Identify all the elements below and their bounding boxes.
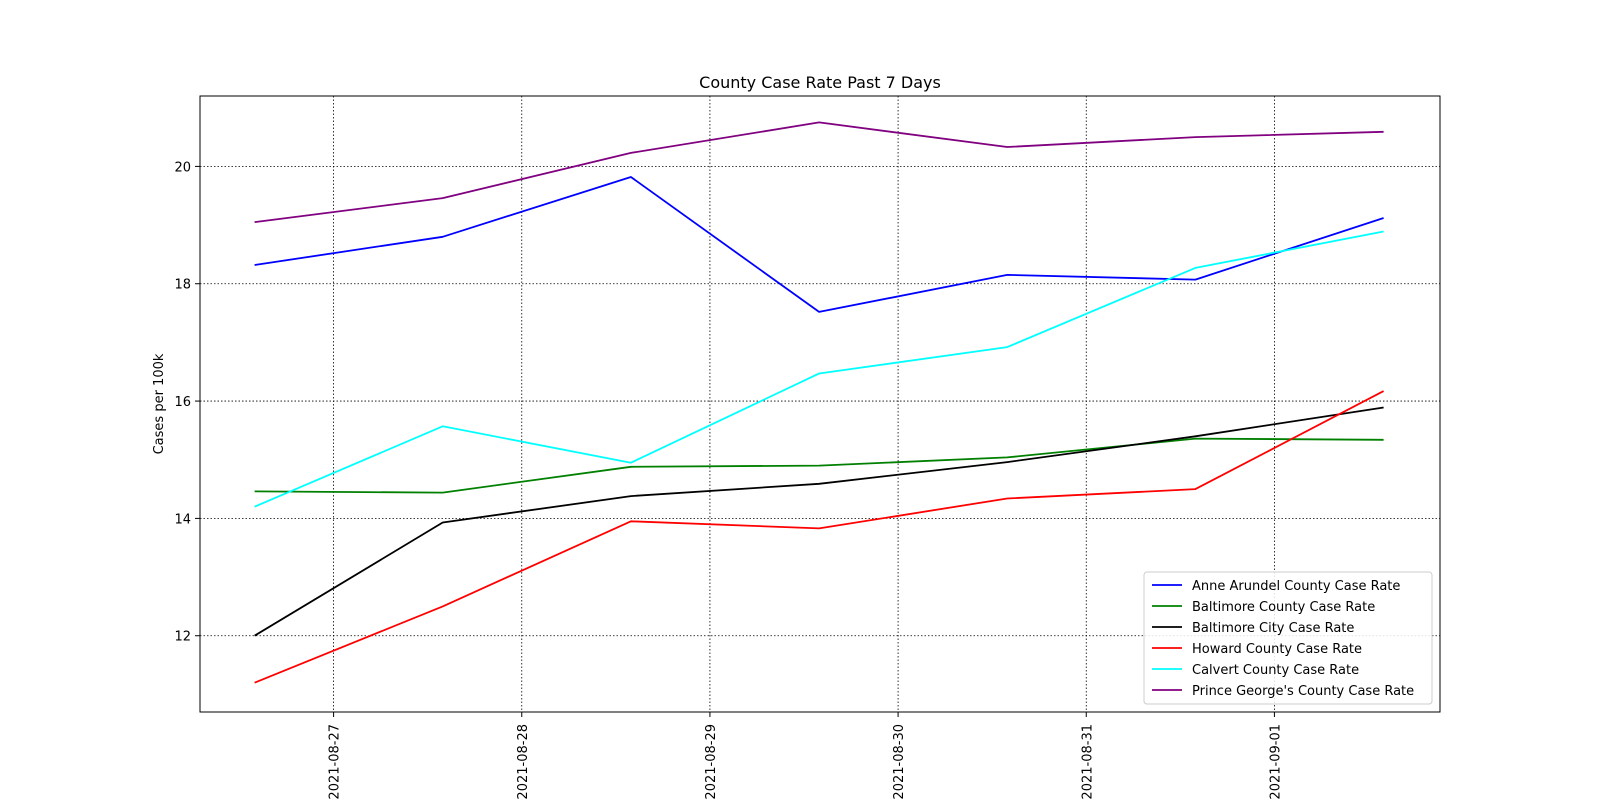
series-line-5 bbox=[254, 121, 1384, 223]
x-tick-label: 2021-08-27 bbox=[328, 724, 343, 800]
x-tick-label: 2021-08-29 bbox=[704, 724, 719, 800]
series-line-3 bbox=[254, 390, 1385, 684]
series-line-1 bbox=[254, 437, 1384, 494]
legend-label: Baltimore County Case Rate bbox=[1192, 600, 1375, 615]
x-tick-label: 2021-08-28 bbox=[516, 724, 531, 800]
legend: Anne Arundel County Case Rate Baltimore C… bbox=[1143, 571, 1433, 705]
legend-box bbox=[1143, 571, 1433, 705]
y-tick-label: 20 bbox=[174, 160, 191, 175]
legend-label: Howard County Case Rate bbox=[1192, 642, 1362, 657]
y-tick-label: 12 bbox=[174, 630, 191, 645]
grid-layer bbox=[200, 96, 1440, 712]
legend-label: Calvert County Case Rate bbox=[1192, 663, 1359, 678]
legend-label: Baltimore City Case Rate bbox=[1192, 621, 1354, 636]
legend-label: Prince George's County Case Rate bbox=[1192, 684, 1414, 699]
x-tick-label: 2021-08-30 bbox=[892, 724, 907, 800]
y-axis-label: Cases per 100k bbox=[152, 353, 167, 454]
x-tick-label: 2021-09-01 bbox=[1268, 724, 1283, 800]
series-line-0 bbox=[254, 176, 1384, 313]
chart-title: County Case Rate Past 7 Days bbox=[699, 73, 941, 92]
legend-label: Anne Arundel County Case Rate bbox=[1192, 579, 1400, 594]
series-layer bbox=[254, 121, 1385, 684]
y-tick-label: 18 bbox=[174, 278, 191, 293]
series-line-4 bbox=[254, 230, 1384, 508]
tick-layer: 2021-08-27 2021-08-28 2021-08-29 2021-08-30… bbox=[174, 160, 1283, 799]
y-tick-label: 16 bbox=[174, 395, 191, 410]
series-line-2 bbox=[254, 406, 1384, 637]
y-tick-label: 14 bbox=[174, 512, 191, 527]
plot-frame bbox=[199, 95, 1441, 713]
x-tick-label: 2021-08-31 bbox=[1080, 724, 1095, 800]
